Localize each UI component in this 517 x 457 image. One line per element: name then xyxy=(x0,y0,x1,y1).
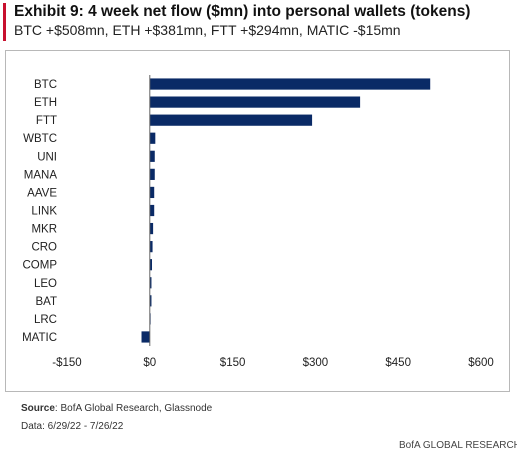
bar-chart: BTC ETH FTT WBTC UNI MANA AAVE LINK MKR CRO COMP LE… xyxy=(22,75,494,369)
bar-comp xyxy=(149,259,153,271)
source-note: Source: BofA Global Research, Glassnode xyxy=(21,403,212,414)
chart-subtitle: BTC +$508mn, ETH +$381mn, FTT +$294mn, M… xyxy=(14,22,401,38)
bar-matic xyxy=(141,331,150,343)
category-label-matic: MATIC xyxy=(22,332,57,344)
category-label-aave: AAVE xyxy=(27,187,57,199)
category-label-mana: MANA xyxy=(24,169,58,181)
category-label-eth: ETH xyxy=(34,97,57,109)
category-label-wbtc: WBTC xyxy=(23,133,57,145)
category-label-btc: BTC xyxy=(34,79,57,91)
bar-leo xyxy=(149,277,152,289)
x-tick-label: $450 xyxy=(385,357,411,369)
source-label: Source xyxy=(21,403,55,414)
bar-wbtc xyxy=(149,132,156,144)
bar-aave xyxy=(149,186,155,199)
bar-mkr xyxy=(149,222,154,235)
bar-bat xyxy=(149,295,152,307)
bar-eth xyxy=(149,96,361,108)
category-label-leo: LEO xyxy=(34,278,57,290)
category-label-mkr: MKR xyxy=(31,224,57,236)
category-label-bat: BAT xyxy=(35,296,57,308)
brand-label: BofA GLOBAL RESEARCH xyxy=(399,440,517,451)
bar-btc xyxy=(149,78,431,90)
category-label-comp: COMP xyxy=(23,260,58,272)
x-tick-label: $150 xyxy=(220,357,246,369)
category-label-ftt: FTT xyxy=(36,115,57,127)
x-tick-label: $0 xyxy=(143,357,156,369)
category-label-uni: UNI xyxy=(37,151,57,163)
bar-mana xyxy=(149,168,155,180)
category-label-lrc: LRC xyxy=(34,314,57,326)
bar-link xyxy=(149,204,155,217)
source-text: : BofA Global Research, Glassnode xyxy=(54,403,213,414)
bar-cro xyxy=(149,241,153,253)
category-label-cro: CRO xyxy=(31,242,57,254)
x-tick-label: -$150 xyxy=(52,357,81,369)
bar-uni xyxy=(149,150,155,162)
data-date-range: Data: 6/29/22 - 7/26/22 xyxy=(21,421,124,432)
title-accent-bar xyxy=(3,3,6,41)
category-label-link: LINK xyxy=(31,206,57,218)
chart-title: Exhibit 9: 4 week net flow ($mn) into pe… xyxy=(14,3,471,20)
x-tick-label: $300 xyxy=(303,357,329,369)
x-tick-label: $600 xyxy=(468,357,494,369)
bar-ftt xyxy=(149,114,313,126)
